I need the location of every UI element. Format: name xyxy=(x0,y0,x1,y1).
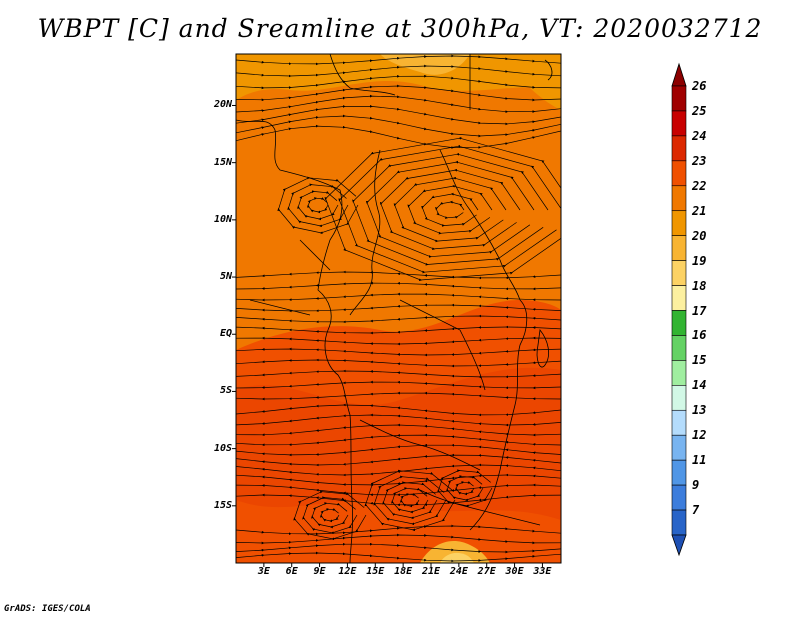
colorbar-top-arrow xyxy=(671,62,687,87)
lat-label: 10S xyxy=(213,442,232,454)
credit-text: GrADS: IGES/COLA xyxy=(4,604,91,614)
streamline xyxy=(236,54,561,66)
colorbar-swatch xyxy=(671,85,687,112)
streamline xyxy=(236,358,561,368)
streamline xyxy=(437,469,493,508)
lon-label: 30E xyxy=(505,566,524,577)
lon-label: 18E xyxy=(394,566,413,577)
lon-label: 24E xyxy=(449,566,468,577)
streamline xyxy=(277,176,359,235)
colorbar-swatch xyxy=(671,509,687,536)
streamline xyxy=(236,533,561,545)
colorbar-label: 14 xyxy=(692,378,707,393)
lon-label: 27E xyxy=(477,566,496,577)
lat-label: 5N xyxy=(219,271,232,283)
colorbar-swatch xyxy=(671,385,687,411)
colorbar-label: 21 xyxy=(692,203,707,218)
colorbar-label: 24 xyxy=(692,128,707,143)
colorbar-label: 17 xyxy=(692,303,707,318)
streamline xyxy=(236,314,561,324)
colorbar-swatch xyxy=(671,210,687,236)
colorbar-label: 26 xyxy=(692,79,707,93)
lat-label: EQ xyxy=(219,328,232,340)
lon-label: 9E xyxy=(313,566,326,577)
colorbar-swatch xyxy=(671,185,687,212)
streamline xyxy=(236,369,561,379)
streamline xyxy=(236,303,561,313)
streamline xyxy=(364,469,456,532)
lat-label: 15N xyxy=(213,156,232,168)
streamline xyxy=(236,281,561,291)
coastlines xyxy=(236,54,553,563)
lon-label: 33E xyxy=(533,566,552,577)
streamline xyxy=(236,380,561,390)
colorbar-swatch xyxy=(671,160,687,187)
lon-label: 21E xyxy=(421,566,441,577)
colorbar-swatch xyxy=(671,459,687,486)
colorbar-label: 12 xyxy=(692,428,707,443)
colorbar-bottom-arrow xyxy=(671,534,687,557)
chart-title: WBPT [C] and Sreamline at 300hPa, VT: 20… xyxy=(37,14,763,43)
streamline xyxy=(236,292,561,302)
colorbar-label: 16 xyxy=(692,328,707,343)
lat-label: 15S xyxy=(213,499,232,511)
streamline xyxy=(236,270,561,280)
colorbar-swatch xyxy=(671,135,687,162)
colorbar-swatch xyxy=(671,434,687,461)
streamline xyxy=(236,325,561,335)
map-area xyxy=(236,54,561,563)
colorbar-swatch xyxy=(671,235,687,261)
colorbar-swatch xyxy=(671,110,687,137)
colorbar-swatch xyxy=(671,484,687,511)
lat-label: 5S xyxy=(219,385,232,397)
lon-label: 3E xyxy=(257,566,270,577)
colorbar-label: 9 xyxy=(692,478,700,493)
colorbar-swatch xyxy=(671,409,687,436)
streamline xyxy=(236,551,561,563)
streamlines xyxy=(236,54,561,563)
streamline xyxy=(236,391,561,401)
colorbar-swatch xyxy=(671,310,687,336)
colorbar-label: 23 xyxy=(692,153,707,168)
colorbar-label: 19 xyxy=(692,253,707,268)
colorbar-label: 20 xyxy=(692,228,707,243)
colorbar-swatch xyxy=(671,360,687,386)
lat-label: 10N xyxy=(213,213,232,225)
colorbar-label: 25 xyxy=(692,103,707,118)
streamline xyxy=(236,347,561,357)
map-frame xyxy=(235,53,562,564)
colorbar-label: 15 xyxy=(692,353,707,368)
colorbar-swatch xyxy=(671,260,687,286)
streamline xyxy=(236,336,561,346)
lon-label: 12E xyxy=(338,566,357,577)
colorbar-label: 11 xyxy=(692,453,707,468)
lat-label: 20N xyxy=(213,99,232,111)
colorbar-swatch xyxy=(671,335,687,361)
colorbar-label: 22 xyxy=(692,178,707,193)
colorbar-label: 13 xyxy=(692,403,707,418)
lon-label: 6E xyxy=(285,566,298,577)
colorbar-swatch xyxy=(671,285,687,311)
colorbar-label: 7 xyxy=(692,503,700,518)
colorbar-label: 18 xyxy=(692,278,707,293)
axis-ticks xyxy=(232,104,543,567)
lon-label: 15E xyxy=(366,566,385,577)
